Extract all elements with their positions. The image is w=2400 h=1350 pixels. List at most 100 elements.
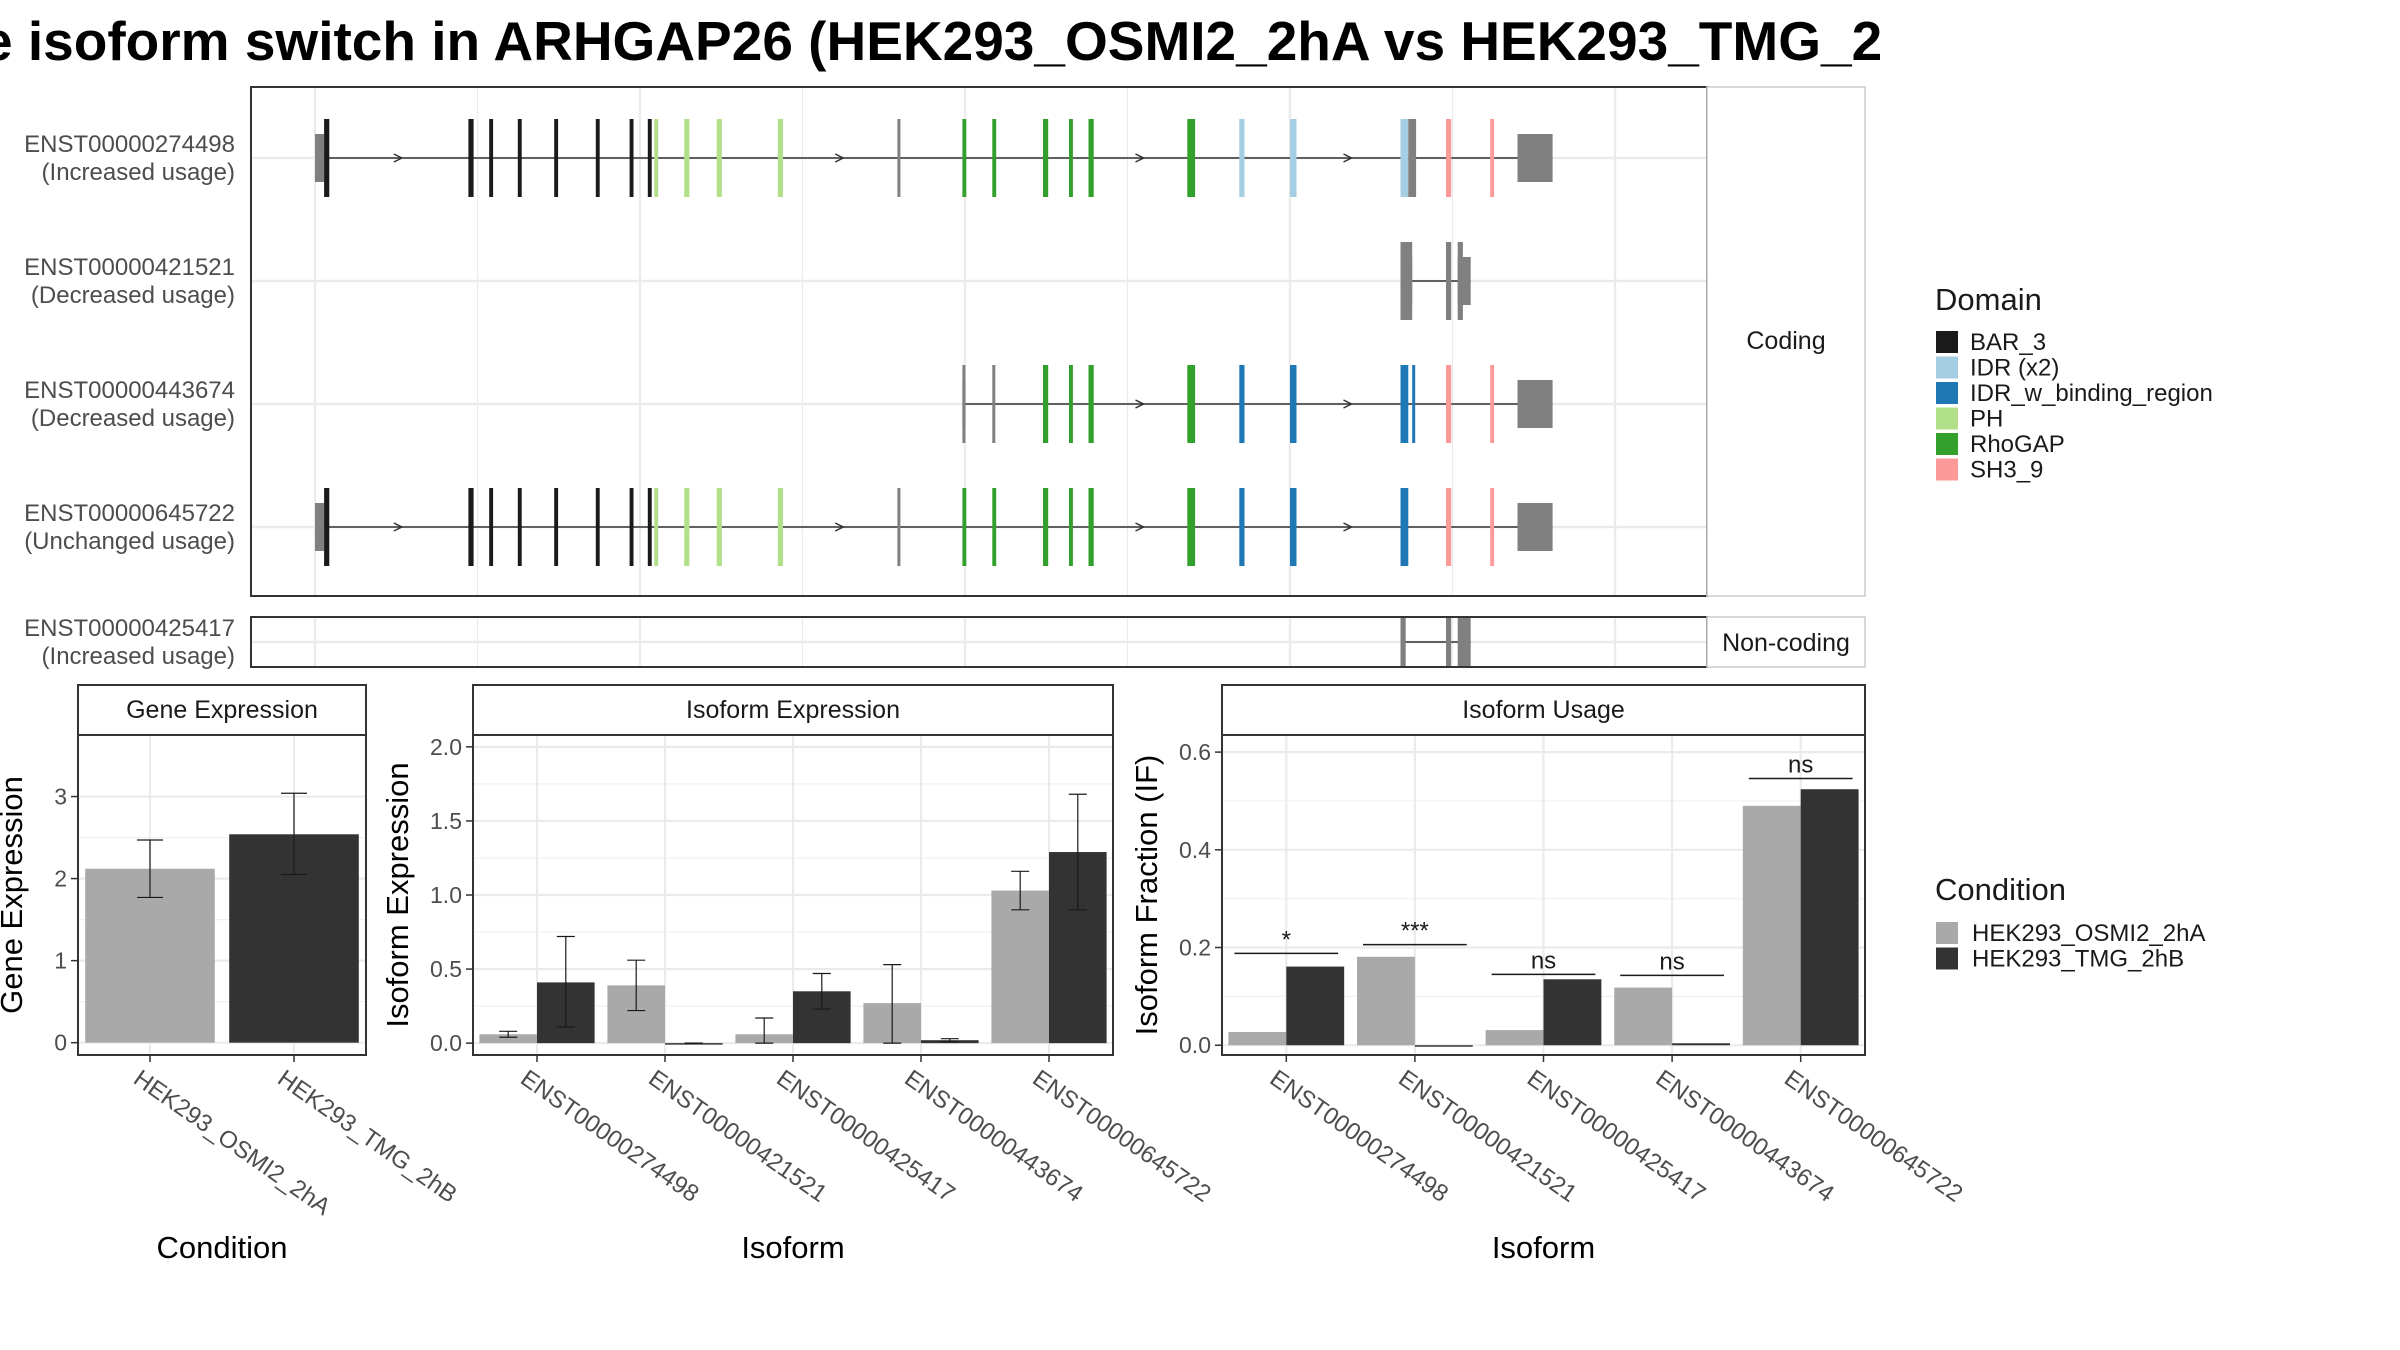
y-tick-label: 0.5 (430, 956, 462, 982)
intron-direction-arrow (1135, 399, 1146, 409)
significance-label: * (1282, 926, 1291, 953)
y-tick-label: 1.0 (430, 882, 462, 908)
bar (1800, 789, 1859, 1046)
exon-block (1446, 119, 1452, 197)
domain-legend-label: SH3_9 (1970, 457, 2043, 484)
exon-block (629, 488, 634, 566)
domain-legend-key (1936, 433, 1958, 455)
y-tick-label: 0.6 (1179, 739, 1211, 765)
exon-block (1239, 119, 1245, 197)
intron-direction-arrow (1135, 522, 1146, 532)
exon-block (1446, 242, 1452, 320)
intron-direction-arrow (1343, 153, 1354, 163)
x-axis-title: Isoform (1492, 1230, 1595, 1265)
chart-title-strip (77, 684, 367, 736)
utr-block (315, 503, 325, 551)
exon-block (647, 488, 652, 566)
domain-legend-label: IDR_w_binding_region (1970, 380, 2213, 407)
page-title: e isoform switch in ARHGAP26 (HEK293_OSM… (0, 10, 1882, 72)
exon-block (1239, 365, 1245, 443)
exon-block (1088, 365, 1094, 443)
bar (665, 1043, 723, 1045)
y-tick-label: 3 (54, 784, 67, 810)
exon-block (1400, 488, 1409, 566)
domain-legend-key (1936, 407, 1958, 430)
exon-block (1490, 365, 1495, 443)
exon-block (1490, 119, 1495, 197)
exon-block (468, 119, 474, 197)
bar (1286, 966, 1345, 1046)
bar (1614, 987, 1673, 1046)
y-tick-label: 1 (54, 948, 67, 974)
exon-block (992, 119, 997, 197)
domain-legend-key (1936, 382, 1958, 404)
exon-block (517, 119, 522, 197)
x-axis-title: Condition (157, 1230, 288, 1265)
exon-block (962, 365, 966, 443)
bar (991, 890, 1049, 1044)
exon-block (1490, 488, 1495, 566)
exon-block (1400, 365, 1409, 443)
isoform-usage-label: (Increased usage) (42, 643, 235, 670)
significance-label: ns (1659, 948, 1684, 975)
exon-block (1446, 488, 1452, 566)
exon-block (992, 365, 996, 443)
domain-legend-key (1936, 356, 1958, 379)
exon-block (595, 488, 600, 566)
condition-legend-key (1936, 947, 1958, 970)
exon-block (897, 488, 901, 566)
exon-block (684, 119, 690, 197)
exon-block (777, 488, 783, 566)
domain-legend-label: IDR (x2) (1970, 355, 2059, 382)
isoform-id-label: ENST00000425417 (24, 615, 235, 642)
exon-block (1043, 119, 1049, 197)
condition-legend-label: HEK293_OSMI2_2hA (1972, 920, 2205, 947)
exon-block (716, 119, 722, 197)
exon-block (1043, 365, 1049, 443)
exon-block (897, 119, 901, 197)
exon-block (1400, 618, 1406, 666)
coding-facet-label: Coding (1746, 327, 1825, 355)
isoform-usage-label: (Decreased usage) (31, 282, 235, 309)
exon-block (1457, 242, 1463, 320)
bar (1414, 1045, 1473, 1047)
exon-block (1187, 365, 1196, 443)
exon-block (1446, 618, 1452, 666)
y-tick-label: 2 (54, 866, 67, 892)
exon-block (716, 488, 722, 566)
intron-direction-arrow (834, 522, 845, 532)
exon-block (962, 488, 967, 566)
exon-block (654, 488, 659, 566)
y-tick-label: 0.2 (1179, 935, 1211, 961)
exon-block (647, 119, 652, 197)
bar (1742, 805, 1801, 1046)
exon-block (324, 119, 330, 197)
noncoding-facet-strip (1706, 616, 1866, 668)
chart-title: Isoform Usage (1462, 696, 1625, 724)
isoform-id-label: ENST00000443674 (24, 377, 235, 404)
bar (1228, 1032, 1287, 1046)
exon-block (1239, 488, 1245, 566)
domain-legend-label: BAR_3 (1970, 329, 2046, 356)
y-tick-label: 0.0 (1179, 1032, 1211, 1058)
intron-direction-arrow (393, 522, 404, 532)
exon-block (1290, 365, 1297, 443)
isoform-usage-label: (Decreased usage) (31, 405, 235, 432)
intron-direction-arrow (1343, 522, 1354, 532)
intron-direction-arrow (1343, 399, 1354, 409)
exon-block (554, 488, 559, 566)
chart-title-strip (1221, 684, 1866, 736)
exon-block (554, 119, 559, 197)
isoform-usage-label: (Unchanged usage) (24, 528, 235, 555)
exon-block (1408, 119, 1417, 197)
chart-title: Gene Expression (126, 696, 318, 724)
y-axis-title: Isoform Expression (380, 762, 415, 1027)
exon-block (1187, 119, 1196, 197)
exon-block (654, 119, 659, 197)
intron-direction-arrow (1135, 153, 1146, 163)
domain-legend-label: PH (1970, 406, 2003, 433)
bar (1485, 1030, 1544, 1046)
intron-direction-arrow (834, 153, 845, 163)
